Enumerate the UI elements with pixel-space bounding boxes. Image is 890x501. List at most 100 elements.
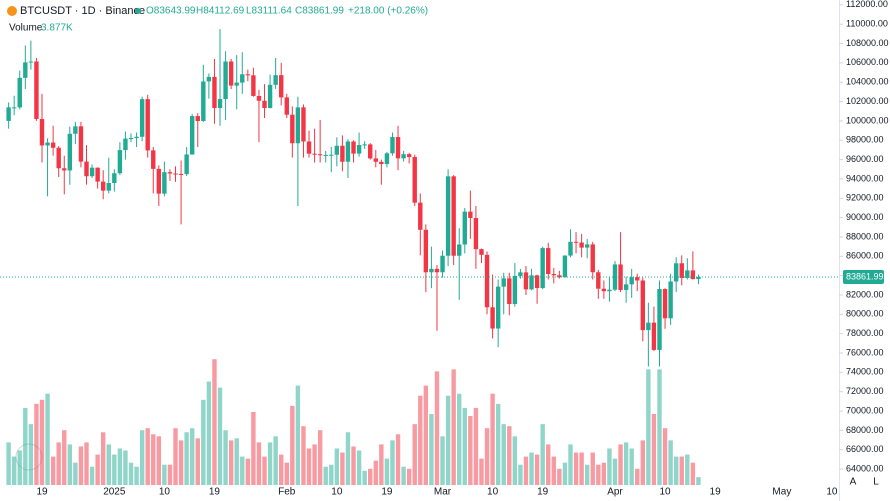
volume-bar [190, 428, 195, 485]
candle-body [139, 99, 145, 137]
candle-body [6, 107, 11, 121]
candle-body [484, 254, 490, 308]
volume-bar [434, 371, 440, 485]
candle-body [440, 255, 445, 273]
candle-body [479, 249, 484, 255]
candle-body [301, 107, 306, 142]
candle-body [84, 161, 89, 177]
candle-body [523, 272, 529, 290]
candle-body [529, 275, 534, 290]
volume-bar [440, 436, 445, 485]
volume-bar [423, 385, 429, 485]
volume-bar [228, 440, 234, 485]
volume-bar [45, 393, 50, 485]
candle-body [67, 133, 73, 171]
candle-body [345, 141, 351, 162]
candle-body [39, 118, 45, 146]
candle-body [540, 248, 545, 289]
volume-bar [356, 450, 362, 485]
candle-body [573, 241, 579, 243]
volume-bar [685, 454, 690, 485]
volume-bar [623, 442, 629, 485]
log-button-label[interactable]: L [873, 477, 879, 488]
candle-body [201, 81, 206, 121]
candle-body [356, 144, 362, 154]
volume-bar [651, 414, 657, 485]
candle-body [228, 61, 234, 86]
y-tick-label: 100000.00 [846, 115, 889, 125]
auto-button-label[interactable]: A [850, 477, 857, 488]
candle-body [290, 114, 295, 144]
volume-bar [78, 446, 84, 485]
candle-body [696, 276, 701, 280]
auto-button[interactable] [846, 473, 860, 489]
volume-value: 3.877K [41, 23, 73, 34]
candle-body [123, 138, 128, 151]
candle-body [273, 75, 278, 85]
volume-bar [557, 468, 562, 485]
volume-bar [345, 432, 351, 485]
volume-bar [673, 456, 679, 485]
volume-bar [568, 444, 573, 485]
candle-body [256, 95, 262, 101]
status-dot [135, 8, 141, 14]
candle-body [379, 161, 384, 165]
candle-body [451, 176, 456, 256]
x-tick-label: Feb [278, 487, 296, 498]
candle-body [134, 136, 139, 139]
candle-body [212, 76, 217, 109]
volume-bar [518, 464, 523, 485]
candle-body [518, 272, 523, 276]
volume-bar [373, 460, 378, 485]
volume-bar [540, 424, 545, 485]
volume-bar [495, 403, 501, 485]
candle-body [245, 74, 251, 76]
volume-bar [56, 442, 61, 485]
candle-body [295, 107, 301, 144]
y-tick-label: 66000.00 [846, 444, 884, 454]
volume-bar [284, 462, 289, 485]
volume-bar [534, 454, 540, 485]
candle-body [406, 154, 412, 157]
x-tick-label: 10 [331, 487, 343, 498]
volume-bar [657, 369, 662, 485]
candle-body [284, 97, 289, 115]
volume-bar [401, 466, 406, 485]
candle-body [112, 173, 117, 183]
volume-bar [28, 424, 34, 485]
candle-body [418, 202, 423, 230]
volume-bar [223, 430, 228, 485]
candle-body [62, 168, 67, 171]
candle-body [434, 268, 440, 273]
candle-body [507, 278, 512, 304]
volume-bar [451, 369, 456, 485]
x-tick-label: 19 [209, 487, 221, 498]
volume-bar [245, 458, 251, 485]
candle-body [662, 288, 668, 319]
volume-bar [340, 452, 345, 485]
candle-body [117, 150, 123, 174]
volume-bar [195, 438, 200, 485]
last-price-box [843, 269, 884, 284]
volume-bar [173, 428, 178, 485]
candle-body [429, 268, 434, 273]
y-tick-label: 82000.00 [846, 289, 884, 299]
y-tick-label: 94000.00 [846, 173, 884, 183]
candle-body [78, 126, 84, 162]
candle-body [17, 77, 22, 108]
legend-high: H84112.69 [196, 6, 245, 17]
x-tick-label: 19 [537, 487, 549, 498]
volume-bar [167, 464, 173, 485]
x-tick-label: 19 [36, 487, 48, 498]
volume-bar [546, 444, 551, 485]
candle-body [623, 284, 629, 290]
x-tick-label: 2025 [103, 487, 126, 498]
candle-body [323, 154, 328, 156]
candle-body [217, 99, 223, 109]
volume-bar [473, 407, 479, 485]
volume-bar [123, 450, 128, 485]
candle-body [151, 150, 156, 169]
candle-body [167, 172, 173, 174]
candle-body [23, 62, 28, 78]
